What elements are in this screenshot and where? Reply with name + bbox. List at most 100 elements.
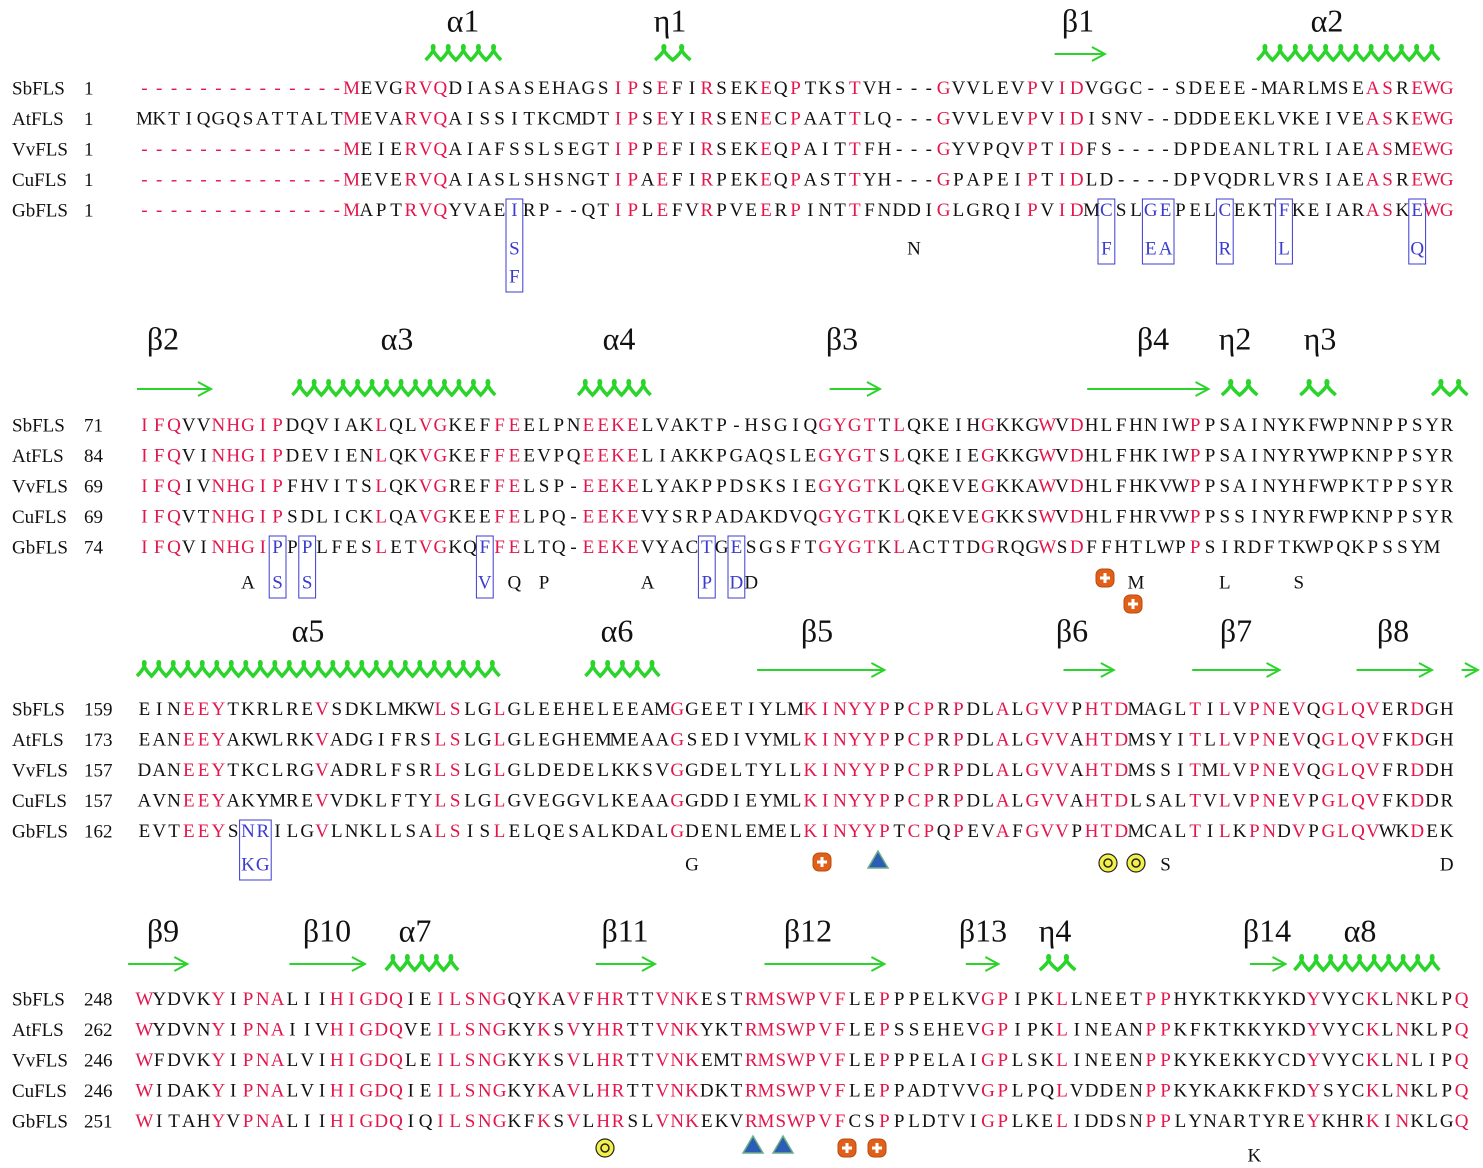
- residue: K: [1233, 821, 1247, 842]
- residue: T: [1367, 476, 1379, 497]
- residue: V: [641, 537, 655, 558]
- residue: -: [570, 200, 576, 221]
- residue: T: [538, 537, 550, 558]
- residue: F: [835, 1081, 846, 1102]
- residue: L: [494, 821, 506, 842]
- residue: T: [642, 1081, 654, 1102]
- residue: P: [879, 989, 890, 1010]
- residue: E: [627, 446, 639, 467]
- residue: P: [879, 760, 890, 781]
- residue: K: [1248, 200, 1262, 221]
- residue: I: [1222, 537, 1228, 558]
- residue: I: [1207, 821, 1213, 842]
- residue: N: [1129, 1020, 1143, 1041]
- residue: Q: [167, 446, 181, 467]
- residue: L: [316, 507, 328, 528]
- residue: K: [611, 537, 625, 558]
- residue: L: [1175, 821, 1187, 842]
- sequence-residues: W I DAKY I P NA L V I H I GDQ I E I L S NGKYKAV L HR T T VNKDK…: [135, 1081, 1468, 1102]
- residue: G: [981, 476, 995, 497]
- residue: F: [835, 1020, 846, 1041]
- residue: A: [641, 821, 655, 842]
- residue: P: [1382, 507, 1393, 528]
- residue: -: [289, 170, 295, 191]
- residue: T: [405, 537, 417, 558]
- residue: Y: [522, 1050, 536, 1071]
- residue: Y: [1307, 446, 1321, 467]
- residue: W: [787, 989, 805, 1010]
- residue: V: [818, 1081, 832, 1102]
- residue: E: [1308, 200, 1320, 221]
- residue: N: [345, 821, 359, 842]
- residue: L: [597, 791, 609, 812]
- residue: Q: [167, 507, 181, 528]
- residue: V: [567, 1081, 581, 1102]
- residue: K: [1351, 507, 1365, 528]
- residue: V: [315, 1020, 329, 1041]
- residue: G: [1322, 760, 1336, 781]
- residue: F: [1382, 730, 1393, 751]
- residue: S: [642, 760, 653, 781]
- sequence-residues: E I N E E Y T KR L R E V S DK LMKWL S L G L G L E E H E L E E AMGG E E…: [139, 699, 1454, 720]
- residue: V: [315, 415, 329, 436]
- residue: T: [938, 1081, 950, 1102]
- residue: Y: [863, 821, 877, 842]
- residue: E: [1160, 200, 1172, 221]
- residue: K: [1292, 109, 1306, 130]
- residue: T: [597, 109, 609, 130]
- residue: E: [198, 730, 210, 751]
- residue: V: [952, 476, 966, 497]
- residue: L: [523, 730, 535, 751]
- residue: S: [554, 1111, 565, 1132]
- residue: E: [760, 200, 772, 221]
- residue: F: [864, 139, 875, 160]
- residue: E: [745, 821, 757, 842]
- residue: K: [1277, 1081, 1291, 1102]
- residue: M: [1128, 821, 1145, 842]
- residue: D: [966, 537, 980, 558]
- residue: T: [1278, 537, 1290, 558]
- residue: L: [953, 200, 965, 221]
- residue: T: [893, 821, 905, 842]
- residue: V: [1336, 109, 1350, 130]
- residue: E: [494, 200, 506, 221]
- residue: T: [227, 699, 239, 720]
- residue: F: [583, 989, 594, 1010]
- residue: R: [700, 170, 713, 191]
- residue: K: [1040, 989, 1054, 1010]
- residue: -: [215, 200, 221, 221]
- residue: L: [642, 476, 654, 497]
- residue: S: [420, 730, 431, 751]
- residue: P: [1027, 109, 1038, 130]
- residue: K: [1248, 1050, 1262, 1071]
- residue: A: [641, 699, 655, 720]
- residue: Q: [389, 446, 403, 467]
- residue: R: [700, 139, 713, 160]
- residue: K: [611, 791, 625, 812]
- residue: N: [670, 1050, 684, 1071]
- residue: P: [1190, 139, 1201, 160]
- residue: L: [1101, 446, 1113, 467]
- residue: E: [1278, 760, 1290, 781]
- residue: G: [818, 446, 832, 467]
- helix: [653, 44, 692, 63]
- residue: I: [926, 200, 932, 221]
- residue: -: [289, 200, 295, 221]
- residue: -: [1133, 139, 1139, 160]
- residue: P: [879, 1111, 890, 1132]
- residue: E: [553, 760, 565, 781]
- residue: Q: [1455, 1050, 1469, 1071]
- residue: S: [1027, 507, 1038, 528]
- residue: G: [493, 1020, 507, 1041]
- residue: E: [1411, 109, 1423, 130]
- residue: -: [570, 537, 576, 558]
- residue: D: [774, 507, 788, 528]
- residue: L: [982, 699, 994, 720]
- residue: Y: [212, 730, 226, 751]
- residue: K: [241, 730, 255, 751]
- residue: E: [612, 699, 624, 720]
- residue: A: [478, 170, 492, 191]
- helix: [1430, 379, 1469, 398]
- circle-marker: [1098, 853, 1118, 873]
- residue: R: [404, 200, 417, 221]
